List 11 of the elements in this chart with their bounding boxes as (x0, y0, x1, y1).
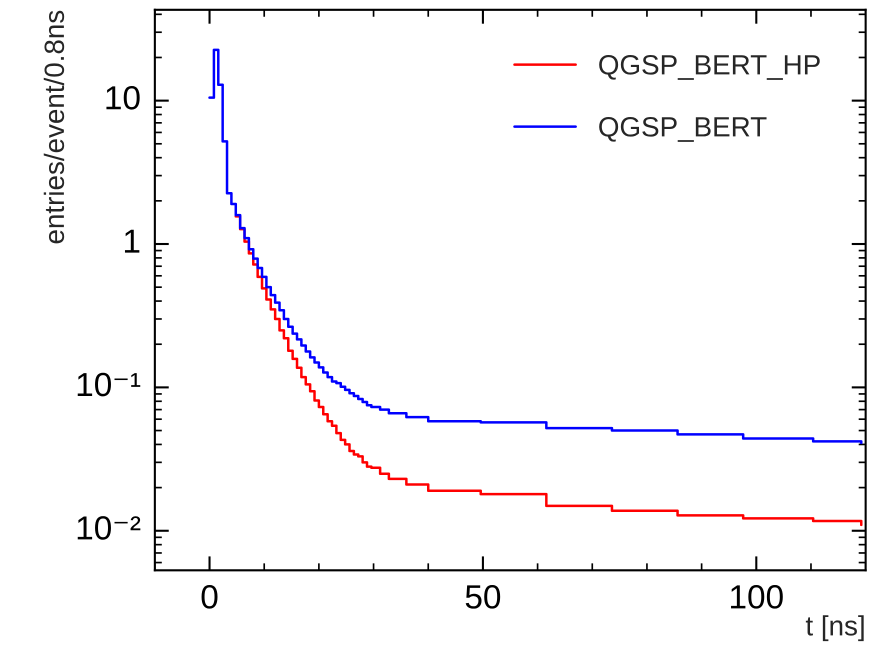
legend-label: QGSP_BERT_HP (599, 54, 820, 80)
y-axis-title: entries/event/0.8ns (44, 10, 64, 244)
y-tick-label: 1 (124, 230, 140, 253)
y-tick-label: 10 (106, 86, 140, 110)
x-tick-label: 0 (202, 585, 218, 609)
x-axis-title: t [ns] (806, 615, 864, 642)
legend-label: QGSP_BERT (599, 116, 767, 142)
y-tick-label: 10⁻¹ (78, 372, 140, 396)
y-tick-label: 10⁻² (78, 516, 140, 540)
x-tick-label: 50 (466, 585, 500, 609)
x-tick-label: 100 (731, 585, 783, 609)
